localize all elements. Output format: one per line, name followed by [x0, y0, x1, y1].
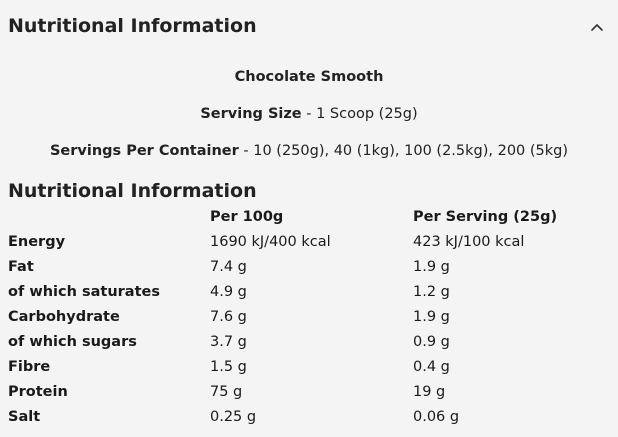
accordion-header[interactable]: Nutritional Information	[0, 0, 618, 56]
per-serving-value: 19 g	[413, 384, 446, 400]
per-serving-value: 0.9 g	[413, 334, 450, 350]
product-name: Chocolate Smooth	[234, 69, 384, 85]
chevron-up-icon[interactable]	[590, 22, 604, 32]
nutrient-name: Protein	[8, 384, 68, 400]
per-serving-value: 0.4 g	[413, 359, 450, 375]
per-serving-value: 1.9 g	[413, 309, 450, 325]
nutrient-name: of which saturates	[8, 284, 160, 300]
nutrient-name: Fat	[8, 259, 34, 275]
accordion-title: Nutritional Information	[8, 15, 257, 37]
per-100g-value: 0.25 g	[210, 409, 257, 425]
per-serving-value: 1.2 g	[413, 284, 450, 300]
per-100g-value: 1.5 g	[210, 359, 247, 375]
nutrition-table: Per 100g Per Serving (25g) Energy 1690 k…	[0, 206, 618, 431]
per-serving-value: 1.9 g	[413, 259, 450, 275]
servings-value: - 10 (250g), 40 (1kg), 100 (2.5kg), 200 …	[243, 143, 569, 159]
table-row: Energy 1690 kJ/400 kcal 423 kJ/100 kcal	[0, 231, 618, 256]
servings-per-container: Servings Per Container - 10 (250g), 40 (…	[0, 143, 618, 159]
table-row: Salt 0.25 g 0.06 g	[0, 406, 618, 431]
column-header-per-serving: Per Serving (25g)	[413, 209, 558, 225]
per-100g-value: 75 g	[210, 384, 243, 400]
table-row: of which sugars 3.7 g 0.9 g	[0, 331, 618, 356]
per-100g-value: 7.6 g	[210, 309, 247, 325]
nutrient-name: Fibre	[8, 359, 51, 375]
per-100g-value: 3.7 g	[210, 334, 247, 350]
per-serving-value: 0.06 g	[413, 409, 460, 425]
table-row: of which saturates 4.9 g 1.2 g	[0, 281, 618, 306]
column-header-per-100g: Per 100g	[210, 209, 284, 225]
nutrient-name: Carbohydrate	[8, 309, 120, 325]
table-row: Fat 7.4 g 1.9 g	[0, 256, 618, 281]
table-header-row: Per 100g Per Serving (25g)	[0, 206, 618, 231]
table-row: Protein 75 g 19 g	[0, 381, 618, 406]
serving-size-label: Serving Size	[200, 106, 302, 122]
table-row: Fibre 1.5 g 0.4 g	[0, 356, 618, 381]
serving-size: Serving Size - 1 Scoop (25g)	[0, 106, 618, 122]
per-100g-value: 4.9 g	[210, 284, 247, 300]
table-title: Nutritional Information	[8, 180, 257, 202]
nutrient-name: of which sugars	[8, 334, 137, 350]
serving-size-value: - 1 Scoop (25g)	[306, 106, 418, 122]
per-serving-value: 423 kJ/100 kcal	[413, 234, 525, 250]
per-100g-value: 7.4 g	[210, 259, 247, 275]
table-row: Carbohydrate 7.6 g 1.9 g	[0, 306, 618, 331]
nutrient-name: Energy	[8, 234, 66, 250]
servings-label: Servings Per Container	[49, 143, 239, 159]
per-100g-value: 1690 kJ/400 kcal	[210, 234, 331, 250]
nutrient-name: Salt	[8, 409, 41, 425]
